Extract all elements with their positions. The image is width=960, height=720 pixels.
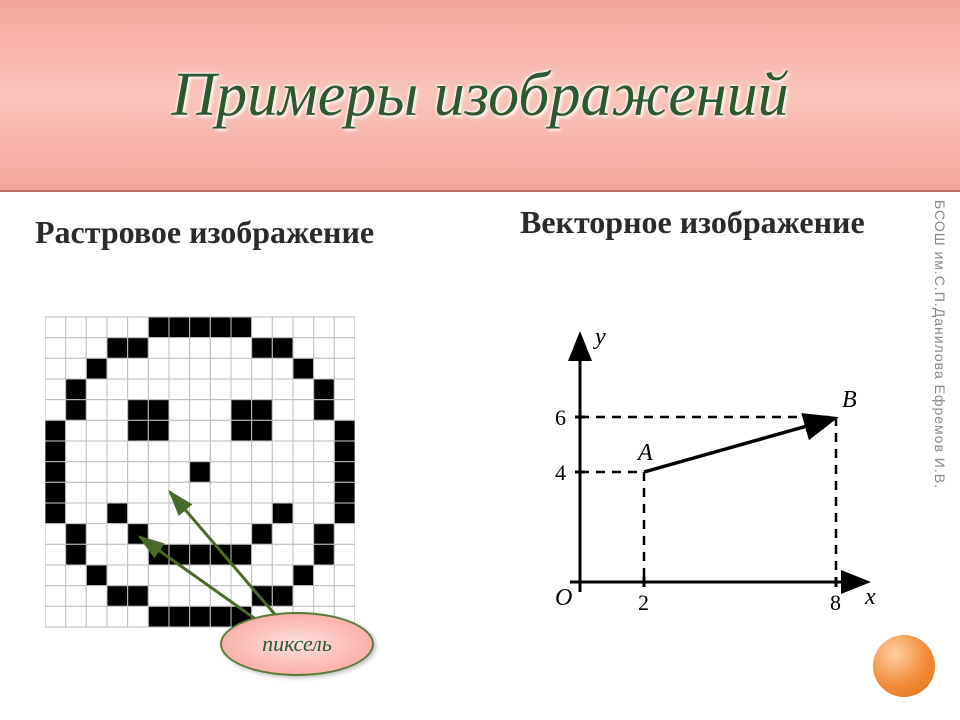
svg-text:B: B [842,387,857,413]
vector-heading: Векторное изображение [520,202,870,242]
svg-text:2: 2 [638,590,649,615]
raster-heading: Растровое изображение [35,212,415,252]
svg-text:y: y [593,324,606,350]
slide-title: Примеры изображений [171,61,788,129]
pixel-bubble: пиксель [220,612,374,676]
content-area: Растровое изображение Векторное изображе… [0,192,960,720]
svg-text:6: 6 [555,405,566,430]
title-band: Примеры изображений [0,0,960,192]
svg-text:x: x [864,584,876,610]
slide: Примеры изображений Растровое изображени… [0,0,960,720]
decorative-orb [873,635,935,697]
pixel-label-callout: пиксель [220,612,374,676]
svg-text:8: 8 [830,590,841,615]
pixel-label-text: пиксель [262,632,332,656]
svg-text:O: O [555,585,572,611]
svg-text:A: A [636,440,653,466]
svg-text:4: 4 [555,460,566,485]
side-credit: БСОШ им.С.П.Данилова Ефремов И.В. [928,200,948,620]
raster-smiley [45,307,355,637]
vector-diagram: y x O 2 8 4 6 A B [520,317,880,627]
